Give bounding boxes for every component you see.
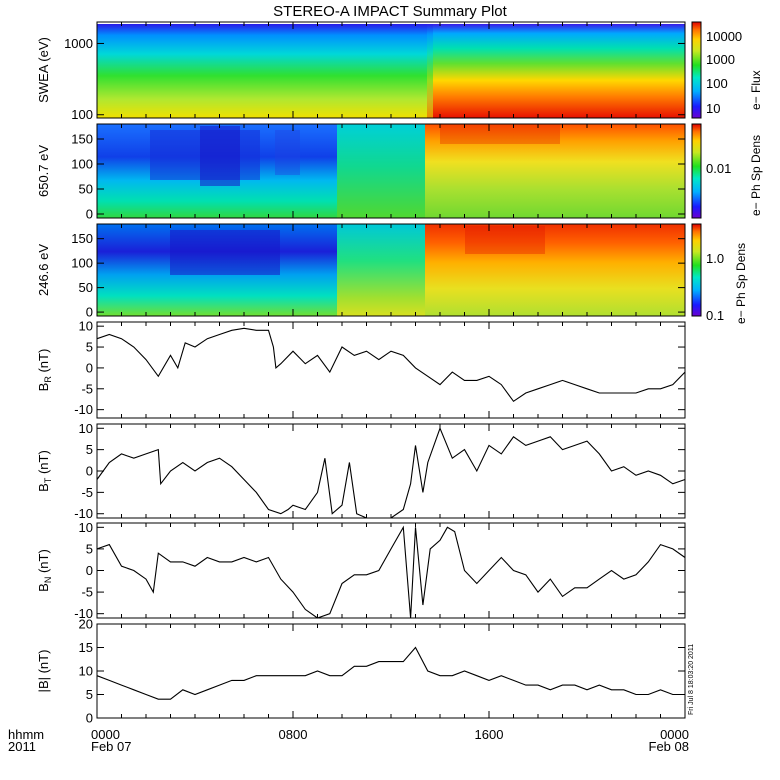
ytick-label-p1-3: 0 — [86, 207, 93, 222]
ytick-label-p5-4: -10 — [74, 606, 93, 621]
cbar-swea-label: e− Flux — [749, 70, 763, 110]
panel-ticks: 10001001501005001501005001050-5-101050-5… — [64, 22, 686, 726]
ytick-label-p3-4: -10 — [74, 402, 93, 417]
ytick-label-p4-2: 0 — [86, 464, 93, 479]
ylabel-text-p1: 650.7 eV — [36, 145, 51, 197]
swea-spectrogram — [97, 24, 685, 118]
ylabel-text-p6: |B| (nT) — [36, 650, 51, 693]
ylabel-p2: 246.6 eV — [36, 244, 51, 296]
ytick-label-p0-1: 100 — [71, 107, 93, 122]
cbar-swea-tick-1000: 1000 — [706, 52, 735, 67]
cbar-swea-tick-100: 100 — [706, 76, 728, 91]
ylabel-text-p2: 246.6 eV — [36, 244, 51, 296]
ytick-label-p0-0: 1000 — [64, 36, 93, 51]
trace-p3 — [96, 327, 686, 403]
ytick-label-p1-0: 150 — [71, 132, 93, 147]
colorbar-swea — [691, 21, 702, 119]
ytick-label-p3-1: 5 — [86, 340, 93, 355]
ytick-label-p6-4: 0 — [86, 711, 93, 726]
ytick-label-p2-3: 0 — [86, 305, 93, 320]
cbar-ph246-tick-01: 0.1 — [706, 308, 724, 323]
ytick-label-p1-2: 50 — [79, 182, 93, 197]
xtick-label-1: 0800 — [279, 727, 308, 742]
ytick-label-p6-2: 10 — [79, 664, 93, 679]
ytick-label-p3-3: -5 — [81, 381, 93, 396]
cbar-swea-tick-10: 10 — [706, 101, 720, 116]
pitch-angle-650-spectrogram — [97, 124, 685, 218]
footer-hhmm: hhmm — [8, 727, 44, 742]
trace-p6 — [96, 646, 685, 700]
xtick-date-3: Feb 08 — [649, 739, 689, 754]
footer-year: 2011 — [8, 739, 36, 754]
ytick-label-p1-1: 100 — [71, 157, 93, 172]
ytick-label-p5-3: -5 — [81, 585, 93, 600]
plot-title: STEREO-A IMPACT Summary Plot — [273, 3, 507, 20]
ylabel-text-p4: BT (nT) — [36, 450, 53, 492]
cbar-ph246-tick-1: 1.0 — [706, 251, 724, 266]
ytick-label-p6-3: 5 — [86, 687, 93, 702]
ylabel-p1: 650.7 eV — [36, 145, 51, 197]
xtick-label-2: 1600 — [475, 727, 504, 742]
cbar-ph650-tick: 0.01 — [706, 161, 731, 176]
trace-p5 — [96, 525, 686, 619]
timestamp-stamp: Fri Jul 8 18:03:20 2011 — [688, 644, 695, 715]
ylabel-p4: BT (nT) — [36, 450, 53, 492]
ytick-label-p5-2: 0 — [86, 563, 93, 578]
ylabel-text-p3: BR (nT) — [36, 349, 53, 392]
panel-frame-3 — [96, 321, 686, 419]
panel-frame-4 — [96, 423, 686, 519]
ylabel-p6: |B| (nT) — [36, 650, 51, 693]
ytick-label-p2-2: 50 — [79, 280, 93, 295]
ytick-label-p2-0: 150 — [71, 231, 93, 246]
xtick-label-3: 0000 — [660, 727, 689, 742]
cbar-ph246-label: e− Ph Sp Dens — [734, 243, 748, 324]
ytick-label-p4-4: -10 — [74, 506, 93, 521]
xtick-date-0: Feb 07 — [91, 739, 131, 754]
ylabel-p3: BR (nT) — [36, 349, 53, 392]
colorbar-ph-246 — [691, 223, 702, 317]
ytick-label-p4-3: -5 — [81, 485, 93, 500]
ylabel-text-p5: BN (nT) — [36, 549, 53, 592]
ylabel-p0: SWEA (eV) — [36, 37, 51, 103]
panel-frame-6 — [96, 623, 686, 719]
pitch-angle-246-spectrogram — [97, 224, 685, 316]
panel-ylabels: SWEA (eV) 650.7 eV 246.6 eV BR (nT) BT (nT) B… — [36, 37, 53, 692]
ytick-label-p2-1: 100 — [71, 256, 93, 271]
ylabel-p5: BN (nT) — [36, 549, 53, 592]
cbar-ph650-label: e− Ph Sp Dens — [749, 135, 763, 216]
ytick-label-p3-0: 10 — [79, 319, 93, 334]
ytick-label-p5-0: 10 — [79, 520, 93, 535]
ylabel-text-p0: SWEA (eV) — [36, 37, 51, 103]
xtick-label-0: 0000 — [91, 727, 120, 742]
panel-traces — [96, 327, 686, 700]
panel-frame-5 — [96, 522, 686, 619]
ytick-label-p4-1: 5 — [86, 442, 93, 457]
ytick-label-p5-1: 5 — [86, 541, 93, 556]
cbar-swea-tick-10000: 10000 — [706, 29, 742, 44]
ytick-label-p4-0: 10 — [79, 421, 93, 436]
ytick-label-p6-1: 15 — [79, 640, 93, 655]
trace-p4 — [96, 426, 686, 519]
colorbar-ph-650 — [691, 123, 702, 219]
ytick-label-p3-2: 0 — [86, 360, 93, 375]
ytick-label-p6-0: 20 — [79, 617, 93, 632]
